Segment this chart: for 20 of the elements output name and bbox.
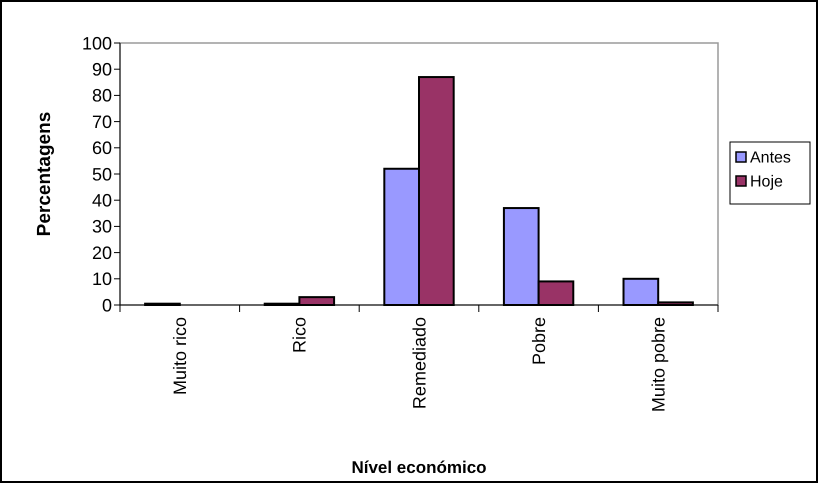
y-tick-label: 10 [92,269,112,290]
x-tick-label: Muito rico [170,317,190,396]
y-tick-label: 90 [92,60,112,80]
y-tick-label: 70 [92,112,112,132]
x-axis-title: Nível económico [351,458,487,477]
y-tick-label: 40 [92,190,112,210]
x-tick-label: Remediado [409,317,430,410]
legend-label: Antes [750,150,791,167]
x-tick-label: Pobre [528,317,549,366]
y-axis-title: Percentagens [34,112,55,236]
y-tick-label: 50 [92,164,112,184]
y-tick-label: 100 [82,33,112,54]
y-tick-label: 20 [92,242,112,263]
y-tick-label: 0 [102,295,112,316]
x-tick-label: Rico [290,317,310,354]
y-tick-label: 60 [92,138,112,158]
legend-label: Hoje [750,174,784,191]
y-tick-label: 30 [92,216,112,237]
x-tick-label: Muito pobre [648,317,668,412]
y-tick-label: 80 [92,86,112,106]
